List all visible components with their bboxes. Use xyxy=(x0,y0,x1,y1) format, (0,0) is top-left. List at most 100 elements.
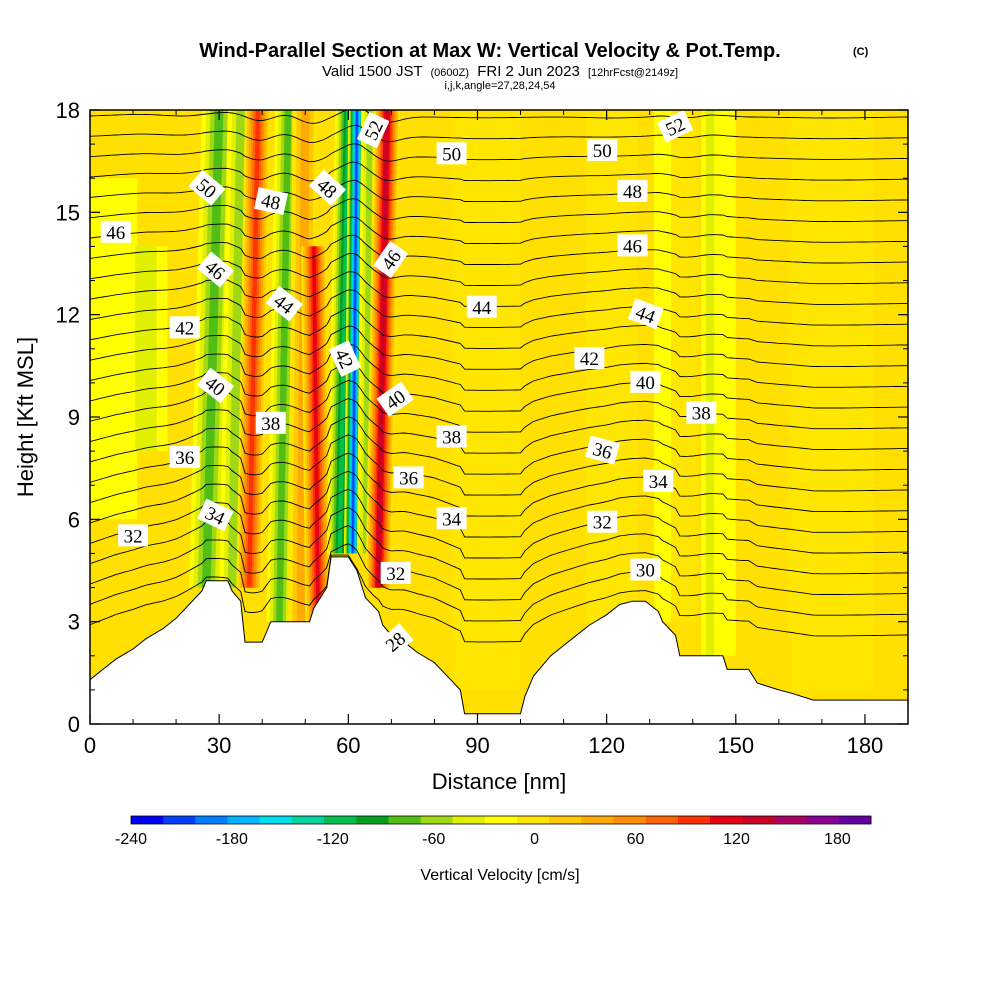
indices-line: i,j,k,angle=27,28,24,54 xyxy=(444,80,555,92)
contour-label-36: 36 xyxy=(169,445,200,469)
contour-label-36: 36 xyxy=(393,466,424,489)
contour-label-34: 34 xyxy=(436,507,467,530)
colorbar-swatch xyxy=(131,816,164,824)
contour-label-text: 32 xyxy=(593,513,612,534)
colorbar-tick-label: -240 xyxy=(115,831,147,848)
contour-label-box xyxy=(254,187,288,216)
contour-label-box xyxy=(376,623,414,660)
colorbar-swatch xyxy=(291,816,325,824)
chart-title: Wind-Parallel Section at Max W: Vertical… xyxy=(199,40,780,62)
velocity-band-16-shell-2 xyxy=(705,110,715,656)
contour-label-48: 48 xyxy=(617,179,648,203)
contour-label-box xyxy=(585,435,620,465)
velocity-band-11-shell-8 xyxy=(376,110,389,588)
contour-label-box xyxy=(436,507,467,530)
colorbar-swatch xyxy=(259,816,293,824)
vertical-velocity-field xyxy=(90,110,874,690)
y-tick-label: 15 xyxy=(56,200,80,225)
theta-contour-39 xyxy=(90,361,908,412)
contour-label-box xyxy=(169,316,200,339)
contour-label-box xyxy=(686,401,717,424)
contour-label-36: 36 xyxy=(585,435,620,465)
theta-contour-44 xyxy=(90,271,908,307)
colorbar-swatch xyxy=(581,816,614,824)
velocity-band-18-shell-1 xyxy=(787,110,874,690)
x-tick-label: 150 xyxy=(717,733,754,758)
contour-label-box xyxy=(372,240,409,279)
contour-label-box xyxy=(380,561,411,584)
theta-contour-30 xyxy=(90,525,908,601)
colorbar-swatch xyxy=(838,816,872,824)
x-tick-label: 90 xyxy=(465,733,489,758)
theta-contour-35 xyxy=(90,434,908,496)
theta-contour-36 xyxy=(90,416,908,475)
contour-label-box xyxy=(630,558,661,581)
contour-label-box xyxy=(656,110,694,143)
x-tick-label: 60 xyxy=(336,733,360,758)
velocity-band-1-shell-2 xyxy=(135,246,157,452)
contour-label-text: 32 xyxy=(386,564,405,585)
contour-label-46: 46 xyxy=(100,220,131,244)
colorbar-label: Vertical Velocity [cm/s] xyxy=(420,867,579,884)
colorbar-swatch xyxy=(517,816,550,824)
subtitle-utc: (0600Z) xyxy=(431,67,470,79)
colorbar-swatch xyxy=(484,816,518,824)
contour-label-38: 38 xyxy=(436,425,467,449)
contour-label-text: 42 xyxy=(175,318,194,339)
theta-contour-29 xyxy=(90,543,908,622)
subtitle-fcst: [12hrFcst@2149z] xyxy=(588,67,678,79)
contour-label-text: 50 xyxy=(593,141,612,162)
contour-label-text: 38 xyxy=(261,414,280,435)
contour-label-38: 38 xyxy=(686,401,717,425)
velocity-band-10-shell-3 xyxy=(362,110,373,554)
contour-label-box xyxy=(587,510,618,533)
theta-contour-46 xyxy=(90,234,908,265)
contour-label-text: 38 xyxy=(692,404,711,425)
contour-label-34: 34 xyxy=(643,469,674,493)
colorbar-swatch xyxy=(774,816,808,824)
colorbar: -240 -180 -120 -60 0 60 120 180 xyxy=(115,815,872,848)
contour-label-box xyxy=(617,179,648,202)
theta-contour-50 xyxy=(90,161,908,182)
contour-label-box xyxy=(197,498,234,532)
contour-label-text: 48 xyxy=(259,190,282,214)
theta-contour-28 xyxy=(90,554,908,643)
contour-label-box xyxy=(627,298,664,330)
subtitle-valid: Valid 1500 JST xyxy=(322,63,422,80)
contour-label-32: 32 xyxy=(118,524,149,547)
velocity-band-2-shell-4 xyxy=(201,110,224,588)
contour-label-box xyxy=(265,285,303,322)
theta-contour-40 xyxy=(90,343,908,391)
subtitle-date: FRI 2 Jun 2023 xyxy=(477,63,580,80)
colorbar-swatch xyxy=(420,816,454,824)
y-axis-label: Height [Kft MSL] xyxy=(13,337,38,497)
contour-label-box xyxy=(436,142,467,165)
contour-label-box xyxy=(376,381,414,417)
contour-label-box xyxy=(100,220,131,243)
contour-label-text: 38 xyxy=(442,428,461,449)
x-tick-label: 120 xyxy=(588,733,625,758)
theta-contour-43 xyxy=(90,289,908,328)
contour-label-box xyxy=(574,347,605,369)
theta-contour-53 xyxy=(90,110,908,124)
x-tick-label: 30 xyxy=(207,733,231,758)
contour-label-text: 34 xyxy=(442,509,462,530)
colorbar-swatch xyxy=(452,816,486,824)
contour-label-text: 46 xyxy=(623,236,642,257)
terrain-mask xyxy=(90,556,908,724)
contour-label-box xyxy=(436,425,467,448)
contour-label-box xyxy=(587,138,618,161)
y-tick-label: 9 xyxy=(68,405,80,430)
colorbar-swatch xyxy=(324,816,357,824)
theta-contour-45 xyxy=(90,253,908,286)
colorbar-swatch xyxy=(195,816,228,824)
contour-label-32: 32 xyxy=(380,561,411,585)
contour-label-text: 36 xyxy=(399,468,418,489)
theta-contour-41 xyxy=(90,325,908,370)
theta-contour-33 xyxy=(90,470,908,538)
colorbar-tick-label: -120 xyxy=(317,831,349,848)
y-tick-label: 18 xyxy=(56,98,80,123)
contour-label-box xyxy=(196,251,235,288)
